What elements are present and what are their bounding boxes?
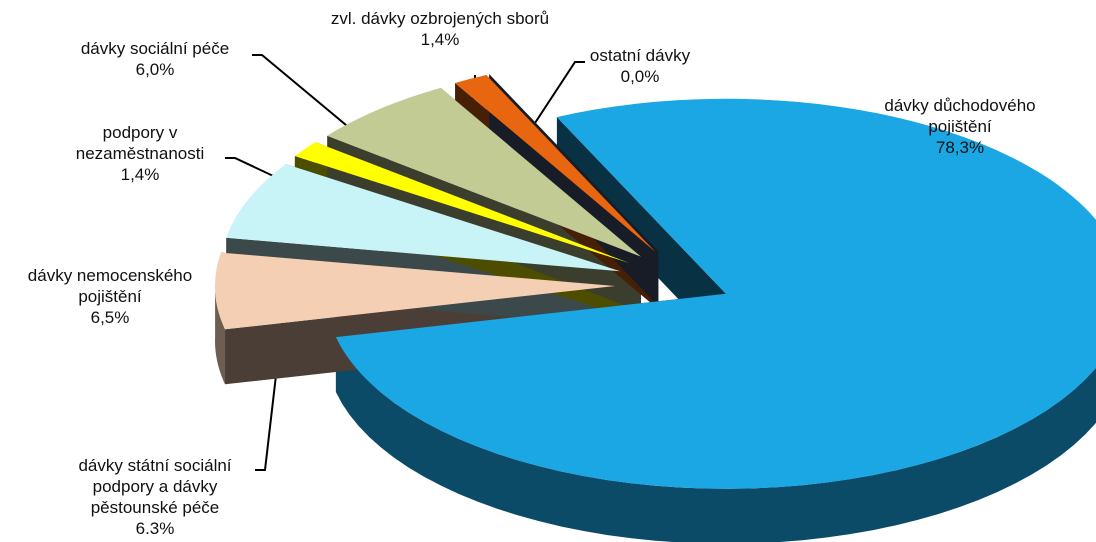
- category-label: zvl. dávky ozbrojených sborů: [330, 9, 550, 28]
- slice: [335, 98, 1096, 489]
- slice-label: dávky sociální péče 6,0%: [50, 38, 260, 80]
- slice-label: podpory v nezaměstnanosti 1,4%: [65, 122, 215, 185]
- slice-label: dávky nemocenského pojištění 6,5%: [15, 265, 205, 328]
- value-label: 6,5%: [90, 308, 130, 327]
- value-label: 6.3%: [135, 519, 175, 538]
- value-label: 6,0%: [135, 60, 175, 79]
- slice-label: zvl. dávky ozbrojených sborů 1,4%: [328, 8, 553, 50]
- category-label: dávky nemocenského pojištění: [27, 266, 193, 306]
- category-label: dávky sociální péče: [80, 39, 230, 58]
- category-label: dávky důchodového pojištění: [884, 96, 1036, 136]
- value-label: 1,4%: [120, 165, 160, 184]
- slice-label: dávky státní sociální podpory a dávky pě…: [58, 455, 253, 539]
- slice-edge: [556, 117, 726, 349]
- slice: [226, 164, 621, 272]
- value-label: 78,3%: [935, 138, 985, 157]
- slice-side: [215, 282, 226, 385]
- category-label: ostatní dávky: [589, 46, 691, 65]
- slice: [294, 142, 630, 264]
- slice-label: dávky důchodového pojištění 78,3%: [875, 95, 1045, 158]
- slice: [455, 75, 656, 252]
- value-label: 0,0%: [620, 67, 660, 86]
- category-label: dávky státní sociální podpory a dávky pě…: [78, 456, 232, 517]
- slice-label: ostatní dávky 0,0%: [565, 45, 715, 87]
- slice: [215, 252, 616, 330]
- value-label: 1,4%: [420, 30, 460, 49]
- slice-side: [335, 337, 1096, 542]
- slice: [489, 74, 659, 252]
- slice: [327, 87, 641, 257]
- category-label: podpory v nezaměstnanosti: [75, 123, 205, 163]
